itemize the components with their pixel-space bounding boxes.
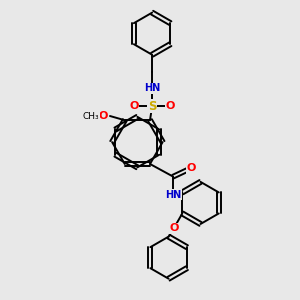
Text: O: O xyxy=(99,111,108,121)
Text: S: S xyxy=(148,100,156,113)
Text: O: O xyxy=(169,223,178,233)
Text: O: O xyxy=(165,101,175,111)
Text: HN: HN xyxy=(165,190,181,200)
Text: O: O xyxy=(186,163,196,173)
Text: HN: HN xyxy=(144,83,160,93)
Text: CH₃: CH₃ xyxy=(83,112,99,121)
Text: O: O xyxy=(130,101,139,111)
